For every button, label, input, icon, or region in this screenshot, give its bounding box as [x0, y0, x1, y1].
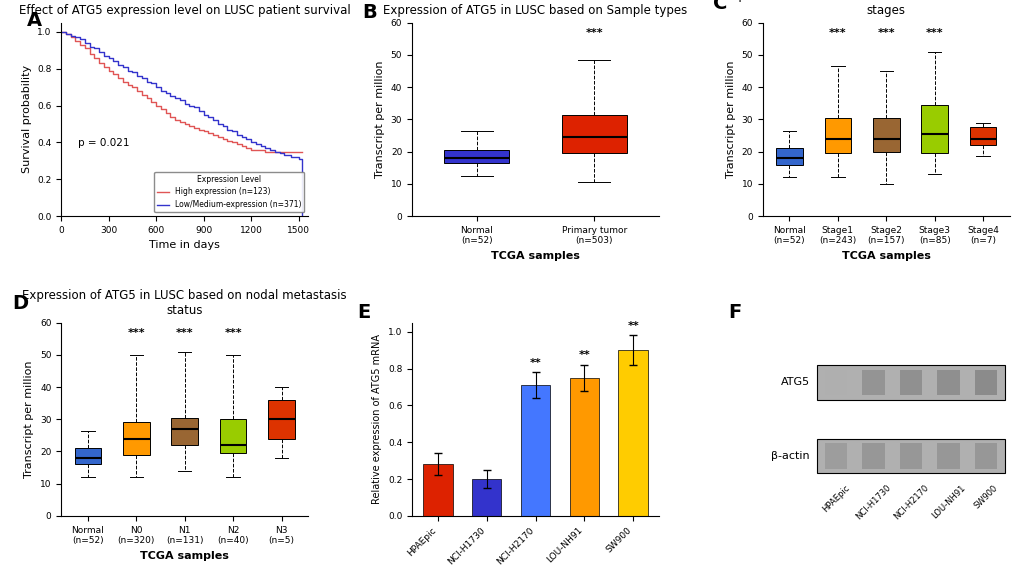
Bar	[861, 370, 883, 395]
Bar	[816, 365, 1004, 400]
Bar	[472, 479, 500, 516]
Y-axis label: Transcript per million: Transcript per million	[24, 361, 35, 478]
Bar	[570, 378, 598, 516]
Text: SW900: SW900	[971, 483, 999, 510]
PathPatch shape	[775, 149, 802, 164]
PathPatch shape	[872, 118, 899, 151]
Bar	[861, 443, 883, 468]
Bar	[936, 443, 959, 468]
PathPatch shape	[268, 400, 294, 439]
Y-axis label: Transcript per million: Transcript per million	[726, 61, 736, 178]
Text: β-actin: β-actin	[770, 451, 809, 461]
Text: ***: ***	[585, 28, 602, 38]
Bar	[936, 370, 959, 395]
Legend: High expression (n=123), Low/Medium-expression (n=371): High expression (n=123), Low/Medium-expr…	[154, 172, 304, 212]
Text: NCI-H2170: NCI-H2170	[891, 483, 929, 522]
X-axis label: Time in days: Time in days	[149, 240, 220, 251]
Bar	[521, 385, 549, 516]
Bar	[816, 439, 1004, 473]
Text: ***: ***	[127, 328, 145, 338]
PathPatch shape	[920, 105, 947, 153]
X-axis label: TCGA samples: TCGA samples	[141, 551, 229, 561]
Text: ***: ***	[876, 28, 895, 38]
Y-axis label: Survival probability: Survival probability	[21, 65, 32, 174]
Text: E: E	[358, 303, 371, 322]
Text: **: **	[627, 321, 638, 331]
Bar	[423, 464, 452, 516]
PathPatch shape	[220, 419, 247, 453]
Text: F: F	[728, 303, 741, 322]
Y-axis label: Relative expression of ATG5 mRNA: Relative expression of ATG5 mRNA	[372, 334, 382, 504]
Title: Expression of ATG5 in LUSC based on individual cancer
stages: Expression of ATG5 in LUSC based on indi…	[723, 0, 1019, 18]
Text: A: A	[26, 11, 42, 30]
PathPatch shape	[444, 150, 508, 163]
Text: HPAEpic: HPAEpic	[819, 483, 851, 514]
Text: C: C	[712, 0, 727, 12]
Bar	[974, 370, 997, 395]
PathPatch shape	[561, 115, 626, 153]
Text: ***: ***	[224, 328, 242, 338]
PathPatch shape	[969, 128, 996, 145]
Bar	[899, 370, 921, 395]
Title: Expression of ATG5 in LUSC based on nodal metastasis
status: Expression of ATG5 in LUSC based on noda…	[22, 289, 346, 317]
Bar	[823, 443, 847, 468]
Text: B: B	[362, 3, 377, 22]
Text: p = 0.021: p = 0.021	[78, 138, 129, 149]
Text: **: **	[578, 350, 590, 360]
PathPatch shape	[74, 448, 101, 464]
Y-axis label: Transcript per million: Transcript per million	[375, 61, 385, 178]
X-axis label: TCGA samples: TCGA samples	[490, 251, 580, 261]
X-axis label: TCGA samples: TCGA samples	[841, 251, 929, 261]
Text: NCI-H1730: NCI-H1730	[853, 483, 892, 522]
Text: ***: ***	[828, 28, 846, 38]
Title: Effect of ATG5 expression level on LUSC patient survival: Effect of ATG5 expression level on LUSC …	[18, 5, 351, 18]
Bar	[618, 350, 647, 516]
Text: **: **	[529, 358, 541, 367]
Text: D: D	[12, 294, 28, 312]
Bar	[899, 443, 921, 468]
Text: LOU-NH91: LOU-NH91	[929, 483, 966, 520]
Bar	[974, 443, 997, 468]
PathPatch shape	[171, 418, 198, 445]
PathPatch shape	[823, 118, 850, 153]
Text: ATG5: ATG5	[780, 378, 809, 387]
Bar	[823, 370, 847, 395]
Title: Expression of ATG5 in LUSC based on Sample types: Expression of ATG5 in LUSC based on Samp…	[383, 5, 687, 18]
Text: ***: ***	[175, 328, 194, 338]
Text: ***: ***	[925, 28, 943, 38]
PathPatch shape	[123, 422, 150, 455]
